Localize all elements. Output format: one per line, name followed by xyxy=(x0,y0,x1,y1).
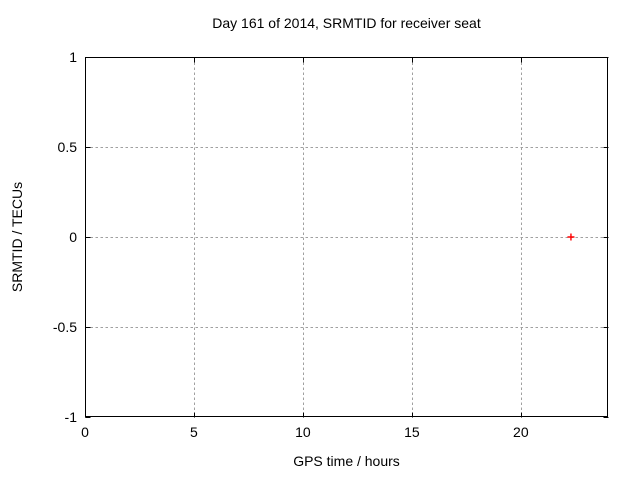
y-tick-label: 0 xyxy=(69,229,77,245)
y-tick-label: -0.5 xyxy=(52,319,77,335)
x-tick-label: 20 xyxy=(513,424,529,440)
x-axis-label: GPS time / hours xyxy=(293,453,400,469)
plot-border xyxy=(85,57,608,417)
y-tick-label: 0.5 xyxy=(57,139,77,155)
x-tick-label: 15 xyxy=(404,424,420,440)
x-tick-label: 5 xyxy=(190,424,198,440)
chart-title: Day 161 of 2014, SRMTID for receiver sea… xyxy=(212,15,481,31)
y-tick-label: 1 xyxy=(69,49,77,65)
x-tick-label: 0 xyxy=(81,424,89,440)
y-tick-label: -1 xyxy=(64,409,77,425)
x-tick-label: 10 xyxy=(295,424,311,440)
data-point-marker xyxy=(567,233,575,241)
